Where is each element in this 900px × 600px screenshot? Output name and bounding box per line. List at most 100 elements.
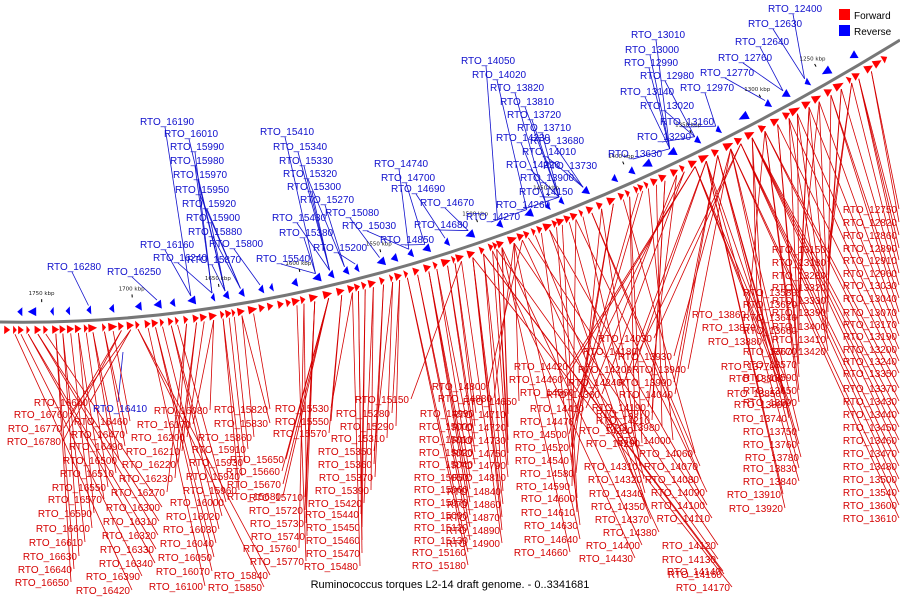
connector-line <box>305 301 316 524</box>
forward-gene-label: RTO_15550 <box>275 417 330 428</box>
forward-gene-label: RTO_16030 <box>163 525 218 536</box>
forward-gene-label: RTO_16470 <box>71 430 126 441</box>
reverse-gene-label: RTO_13680 <box>530 136 585 147</box>
forward-gene-label: RTO_15070 <box>414 498 469 509</box>
forward-gene-label: RTO_13030 <box>843 281 898 292</box>
connector-line <box>212 236 241 289</box>
kbp-tick <box>547 192 550 197</box>
connector-line <box>352 292 361 567</box>
forward-gene-label: RTO_15530 <box>275 404 330 415</box>
reverse-gene-label: RTO_13290 <box>637 132 692 143</box>
reverse-gene <box>86 305 92 315</box>
connector-line <box>742 62 784 92</box>
connector-line <box>366 230 410 250</box>
forward-gene-label: RTO_14840 <box>447 487 502 498</box>
connector-line <box>798 101 820 293</box>
forward-gene-label: RTO_15050 <box>414 473 469 484</box>
forward-gene <box>536 225 543 234</box>
reverse-gene <box>153 299 162 309</box>
forward-gene <box>88 324 98 333</box>
forward-gene-label: RTO_13660 <box>743 326 798 337</box>
connector-line <box>638 143 742 352</box>
reverse-gene-label: RTO_14230 <box>496 133 551 144</box>
forward-gene <box>285 298 291 308</box>
connector-line <box>155 327 215 558</box>
reverse-gene-label: RTO_12630 <box>748 19 803 30</box>
reverse-gene <box>187 295 197 305</box>
forward-gene-label: RTO_16230 <box>119 474 174 485</box>
reverse-gene <box>354 263 360 273</box>
forward-gene-label: RTO_15040 <box>419 460 474 471</box>
kbp-label: 1350 kbp <box>675 123 701 129</box>
forward-gene-label: RTO_13190 <box>843 332 898 343</box>
connector-line <box>549 229 708 506</box>
connector-line <box>546 156 584 188</box>
forward-gene <box>34 325 42 335</box>
connector-line <box>798 107 810 318</box>
forward-gene <box>722 142 734 152</box>
forward-gene-label: RTO_16070 <box>156 567 211 578</box>
reverse-gene-label: RTO_13710 <box>517 123 572 134</box>
forward-gene-label: RTO_16600 <box>36 524 91 535</box>
forward-gene-label: RTO_14400 <box>586 541 641 552</box>
forward-gene-label: RTO_13770 <box>721 362 776 373</box>
forward-gene <box>522 230 530 239</box>
forward-gene <box>669 169 679 177</box>
reverse-gene-label: RTO_16010 <box>164 129 219 140</box>
forward-gene <box>757 125 767 134</box>
connector-line <box>104 331 126 447</box>
forward-gene-label: RTO_14380 <box>603 528 658 539</box>
connector-line <box>705 160 800 482</box>
forward-gene <box>378 276 385 286</box>
forward-gene-label: RTO_13320 <box>772 283 827 294</box>
connector-line <box>591 212 702 480</box>
forward-gene-label: RTO_15670 <box>227 480 282 491</box>
connector-line <box>647 175 678 408</box>
connector-line <box>818 101 900 325</box>
connector-line <box>415 193 446 239</box>
forward-gene <box>167 317 174 326</box>
reverse-gene <box>611 173 619 183</box>
forward-gene <box>832 82 844 92</box>
forward-gene-label: RTO_14870 <box>446 513 501 524</box>
connector-line <box>704 92 717 127</box>
forward-gene-label: RTO_14650 <box>463 397 518 408</box>
reverse-gene-label: RTO_16240 <box>153 253 208 264</box>
connector-line <box>751 137 900 454</box>
forward-gene-label: RTO_15280 <box>336 409 391 420</box>
connector-line <box>531 119 560 198</box>
connector-line <box>211 264 226 292</box>
forward-gene-label: RTO_16420 <box>76 586 131 597</box>
forward-gene-label: RTO_14500 <box>513 430 568 441</box>
connector-line <box>282 298 330 485</box>
connector-line <box>840 88 900 286</box>
forward-gene-label: RTO_14630 <box>524 521 579 532</box>
connector-line <box>137 328 265 588</box>
connector-line <box>541 132 560 198</box>
connector-line <box>788 118 900 362</box>
forward-gene-label: RTO_12860 <box>843 231 898 242</box>
connector-line <box>591 212 701 467</box>
forward-gene-label: RTO_12750 <box>843 205 898 216</box>
forward-gene <box>26 325 30 335</box>
legend-reverse-label: Reverse <box>854 27 892 38</box>
reverse-gene <box>465 229 476 238</box>
kbp-tick <box>814 63 817 67</box>
reverse-gene-label: RTO_16190 <box>140 117 195 128</box>
forward-gene-label: RTO_13180 <box>772 258 827 269</box>
forward-gene-label: RTO_14190 <box>592 403 647 414</box>
forward-gene-label: RTO_16220 <box>122 460 177 471</box>
connector-line <box>661 136 695 143</box>
forward-gene-label: RTO_13370 <box>843 384 898 395</box>
connector-line <box>858 78 900 261</box>
reverse-gene-label: RTO_14020 <box>472 70 527 81</box>
connector-line <box>622 199 696 454</box>
reverse-gene <box>524 208 534 217</box>
connector-line <box>730 148 900 519</box>
forward-gene-label: RTO_16000 <box>170 498 225 509</box>
connector-line <box>62 333 86 543</box>
connector-line <box>222 318 243 477</box>
forward-gene-label: RTO_13390 <box>772 308 827 319</box>
connector-line <box>777 124 800 378</box>
connector-line <box>740 143 900 493</box>
